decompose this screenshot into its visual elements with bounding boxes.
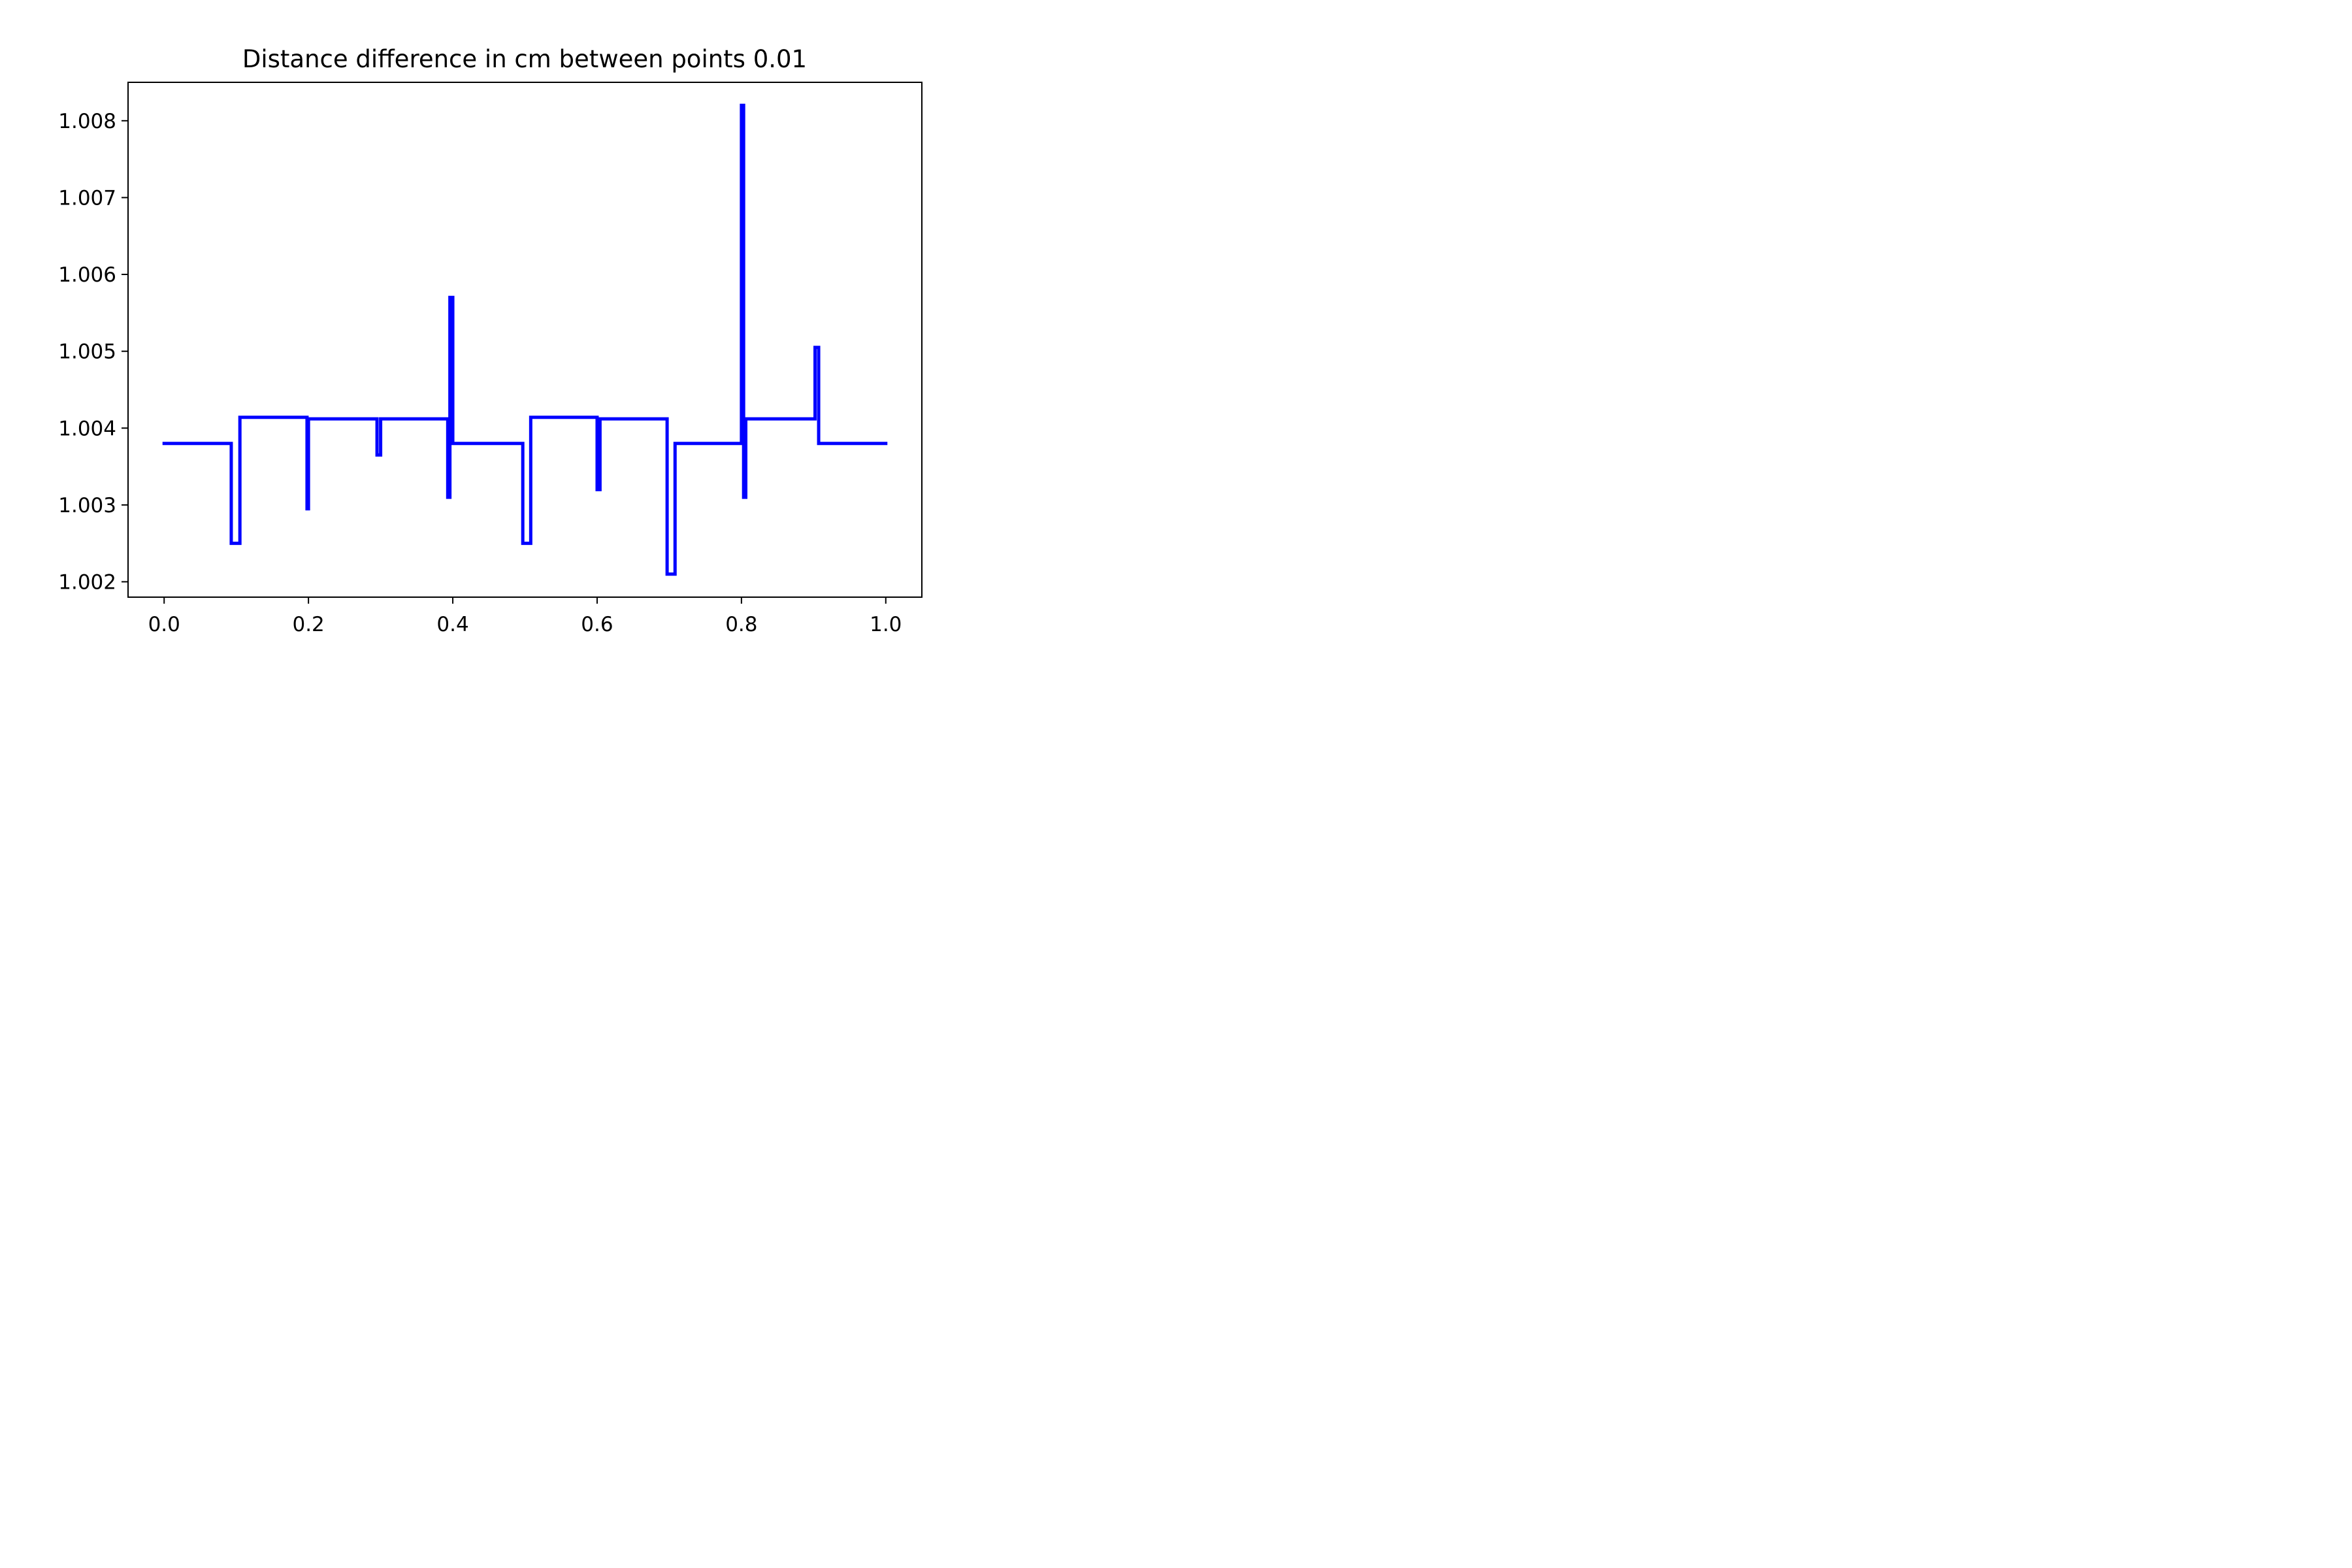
y-tick-label: 1.006 [58, 263, 116, 287]
x-tick-label: 1.0 [870, 613, 902, 636]
x-tick-label: 0.6 [581, 613, 613, 636]
figure-background [0, 0, 1010, 683]
y-tick-label: 1.008 [58, 110, 116, 133]
x-tick-label: 0.8 [725, 613, 757, 636]
chart-figure: Distance difference in cm between points… [0, 0, 1010, 683]
y-tick-label: 1.002 [58, 570, 116, 594]
series-line-0 [162, 103, 888, 576]
y-tick-label: 1.003 [58, 494, 116, 517]
x-axis: 0.0 0.2 0.4 0.6 0.8 1.0 [148, 597, 902, 636]
x-tick-label: 0.2 [292, 613, 324, 636]
axes-frame [127, 82, 923, 598]
y-axis: 1.002 1.003 1.004 1.005 1.006 1.007 1.008 [58, 110, 128, 594]
y-tick-label: 1.007 [58, 186, 116, 210]
y-tick-label: 1.005 [58, 340, 116, 364]
y-tick-label: 1.004 [58, 417, 116, 440]
plot-area [162, 103, 888, 576]
chart-title: Distance difference in cm between points… [242, 45, 807, 73]
x-tick-label: 0.4 [436, 613, 468, 636]
x-tick-label: 0.0 [148, 613, 180, 636]
